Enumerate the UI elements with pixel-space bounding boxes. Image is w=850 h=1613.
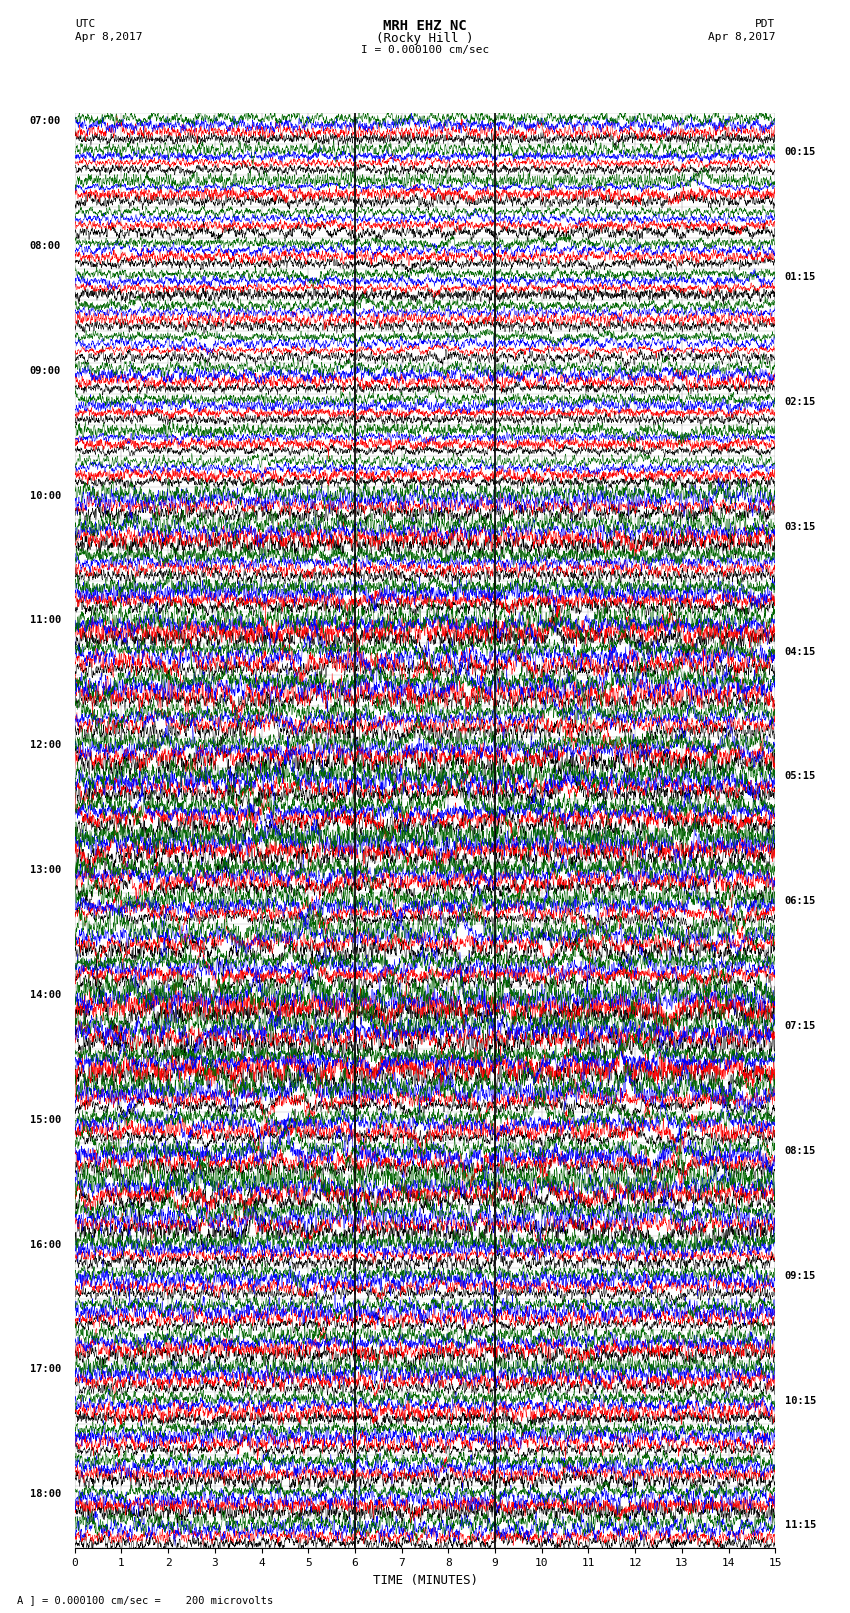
Text: 11:00: 11:00 <box>30 616 61 626</box>
Text: 13:00: 13:00 <box>30 865 61 874</box>
Text: 06:15: 06:15 <box>785 897 816 907</box>
Text: 07:00: 07:00 <box>30 116 61 126</box>
Text: 05:15: 05:15 <box>785 771 816 781</box>
Text: 17:00: 17:00 <box>30 1365 61 1374</box>
Text: 10:00: 10:00 <box>30 490 61 500</box>
Text: PDT: PDT <box>755 19 775 29</box>
Text: 08:00: 08:00 <box>30 240 61 252</box>
X-axis label: TIME (MINUTES): TIME (MINUTES) <box>372 1574 478 1587</box>
Text: 03:15: 03:15 <box>785 521 816 532</box>
Text: 00:15: 00:15 <box>785 147 816 156</box>
Text: 15:00: 15:00 <box>30 1115 61 1124</box>
Text: Apr 8,2017: Apr 8,2017 <box>708 32 775 42</box>
Text: 10:15: 10:15 <box>785 1395 816 1405</box>
Text: (Rocky Hill ): (Rocky Hill ) <box>377 32 473 45</box>
Text: 08:15: 08:15 <box>785 1145 816 1157</box>
Text: MRH EHZ NC: MRH EHZ NC <box>383 19 467 34</box>
Text: I = 0.000100 cm/sec: I = 0.000100 cm/sec <box>361 45 489 55</box>
Text: 02:15: 02:15 <box>785 397 816 406</box>
Text: 18:00: 18:00 <box>30 1489 61 1498</box>
Text: 07:15: 07:15 <box>785 1021 816 1031</box>
Text: 04:15: 04:15 <box>785 647 816 656</box>
Text: 01:15: 01:15 <box>785 273 816 282</box>
Text: UTC: UTC <box>75 19 95 29</box>
Text: 14:00: 14:00 <box>30 990 61 1000</box>
Text: 12:00: 12:00 <box>30 740 61 750</box>
Text: Apr 8,2017: Apr 8,2017 <box>75 32 142 42</box>
Text: A ] = 0.000100 cm/sec =    200 microvolts: A ] = 0.000100 cm/sec = 200 microvolts <box>17 1595 273 1605</box>
Text: 09:15: 09:15 <box>785 1271 816 1281</box>
Text: 11:15: 11:15 <box>785 1521 816 1531</box>
Text: 09:00: 09:00 <box>30 366 61 376</box>
Text: 16:00: 16:00 <box>30 1239 61 1250</box>
